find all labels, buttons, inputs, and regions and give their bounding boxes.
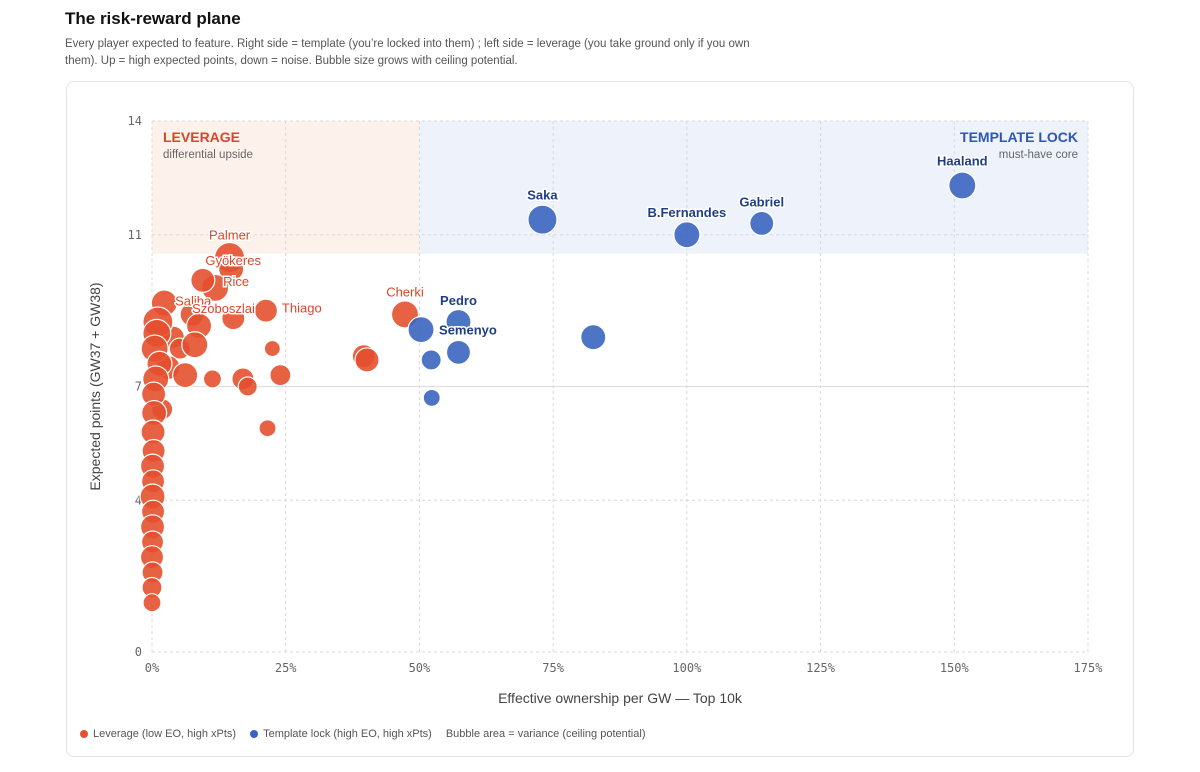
leverage-dot-icon [80,730,88,738]
x-tick-label: 125% [806,661,836,675]
y-tick-label: 7 [135,380,142,394]
template-dot-icon [250,730,259,738]
point-label: Pedro [440,293,477,308]
x-tick-label: 0% [145,661,160,675]
leverage-bubble[interactable] [221,306,246,331]
x-tick-label: 100% [672,661,702,675]
leverage-bubble[interactable] [269,364,292,387]
template-bubble[interactable] [445,339,472,365]
page-subtitle: Every player expected to feature. Right … [65,38,750,67]
y-tick-label: 0 [135,645,142,659]
template-zone-title: TEMPLATE LOCK [960,129,1078,145]
point-label: Palmer [209,228,251,243]
x-tick-label: 25% [275,661,297,675]
axis-ticks: 0% 25% 50% 75% 100% 125% 150% 175% 0 4 7 11 14 [128,114,1104,675]
template-bubble[interactable] [580,324,607,351]
point-label: Semenyo [439,323,497,338]
leverage-bubble[interactable] [237,376,258,397]
leverage-bubble[interactable] [253,298,279,323]
point-label: Cherki [386,284,424,299]
point-label: Thiago [282,301,322,316]
legend-note: Bubble area = variance (ceiling potentia… [446,728,646,740]
x-tick-label: 75% [542,661,564,675]
leverage-bubble[interactable] [142,593,162,613]
leverage-bubble[interactable] [202,369,223,389]
y-tick-label: 14 [128,114,142,128]
leverage-bubble[interactable] [263,339,281,358]
point-label: Rice [223,274,249,289]
leverage-bubble[interactable] [354,347,380,373]
zone-labels: LEVERAGE differential upside TEMPLATE LO… [163,129,1078,161]
chart-legend: Leverage (low EO, high xPts) Template lo… [80,728,659,740]
point-label: B.Fernandes [647,205,726,220]
leverage-bubble[interactable] [218,255,245,283]
page-title: The risk-reward plane [65,9,241,28]
y-tick-label: 4 [135,493,142,507]
legend-note-text: Bubble area = variance (ceiling potentia… [445,728,646,740]
point-label: Haaland [937,153,988,168]
x-tick-label: 50% [409,661,431,675]
point-label: Szoboszlai [192,301,255,316]
template-bubble[interactable] [407,316,435,344]
y-tick-label: 11 [128,228,142,242]
point-label: Saliba [175,293,212,308]
template-bubble[interactable] [420,349,442,371]
data-points [139,171,977,613]
template-bubble[interactable] [422,388,441,407]
point-label: Gabriel [739,194,784,209]
leverage-bubble[interactable] [181,331,209,359]
leverage-bubble[interactable] [172,362,199,389]
template-zone-subtitle: must-have core [999,149,1078,161]
template-bubble[interactable] [673,221,701,249]
legend-label-leverage: Leverage (low EO, high xPts) [93,728,237,740]
template-bubble[interactable] [527,204,558,235]
zones-layer [152,121,1088,254]
point-label: Saka [527,188,558,203]
leverage-bubble[interactable] [258,419,277,438]
legend-item-leverage: Leverage (low EO, high xPts) [80,728,236,740]
x-axis-label: Effective ownership per GW — Top 10k [498,690,743,706]
legend-label-template: Template lock (high EO, high xPts) [263,728,432,740]
leverage-zone-title: LEVERAGE [163,129,240,145]
x-tick-label: 150% [940,661,970,675]
template-bubble[interactable] [445,308,472,336]
template-bubble[interactable] [749,210,775,237]
point-label: Gyökeres [205,253,261,268]
legend-item-template: Template lock (high EO, high xPts) [250,728,432,740]
y-axis-label: Expected points (GW37 + GW38) [87,282,103,490]
leverage-zone-subtitle: differential upside [163,149,253,161]
x-tick-label: 175% [1074,661,1104,675]
leverage-bubble[interactable] [190,267,216,293]
template-bubble[interactable] [948,171,977,200]
